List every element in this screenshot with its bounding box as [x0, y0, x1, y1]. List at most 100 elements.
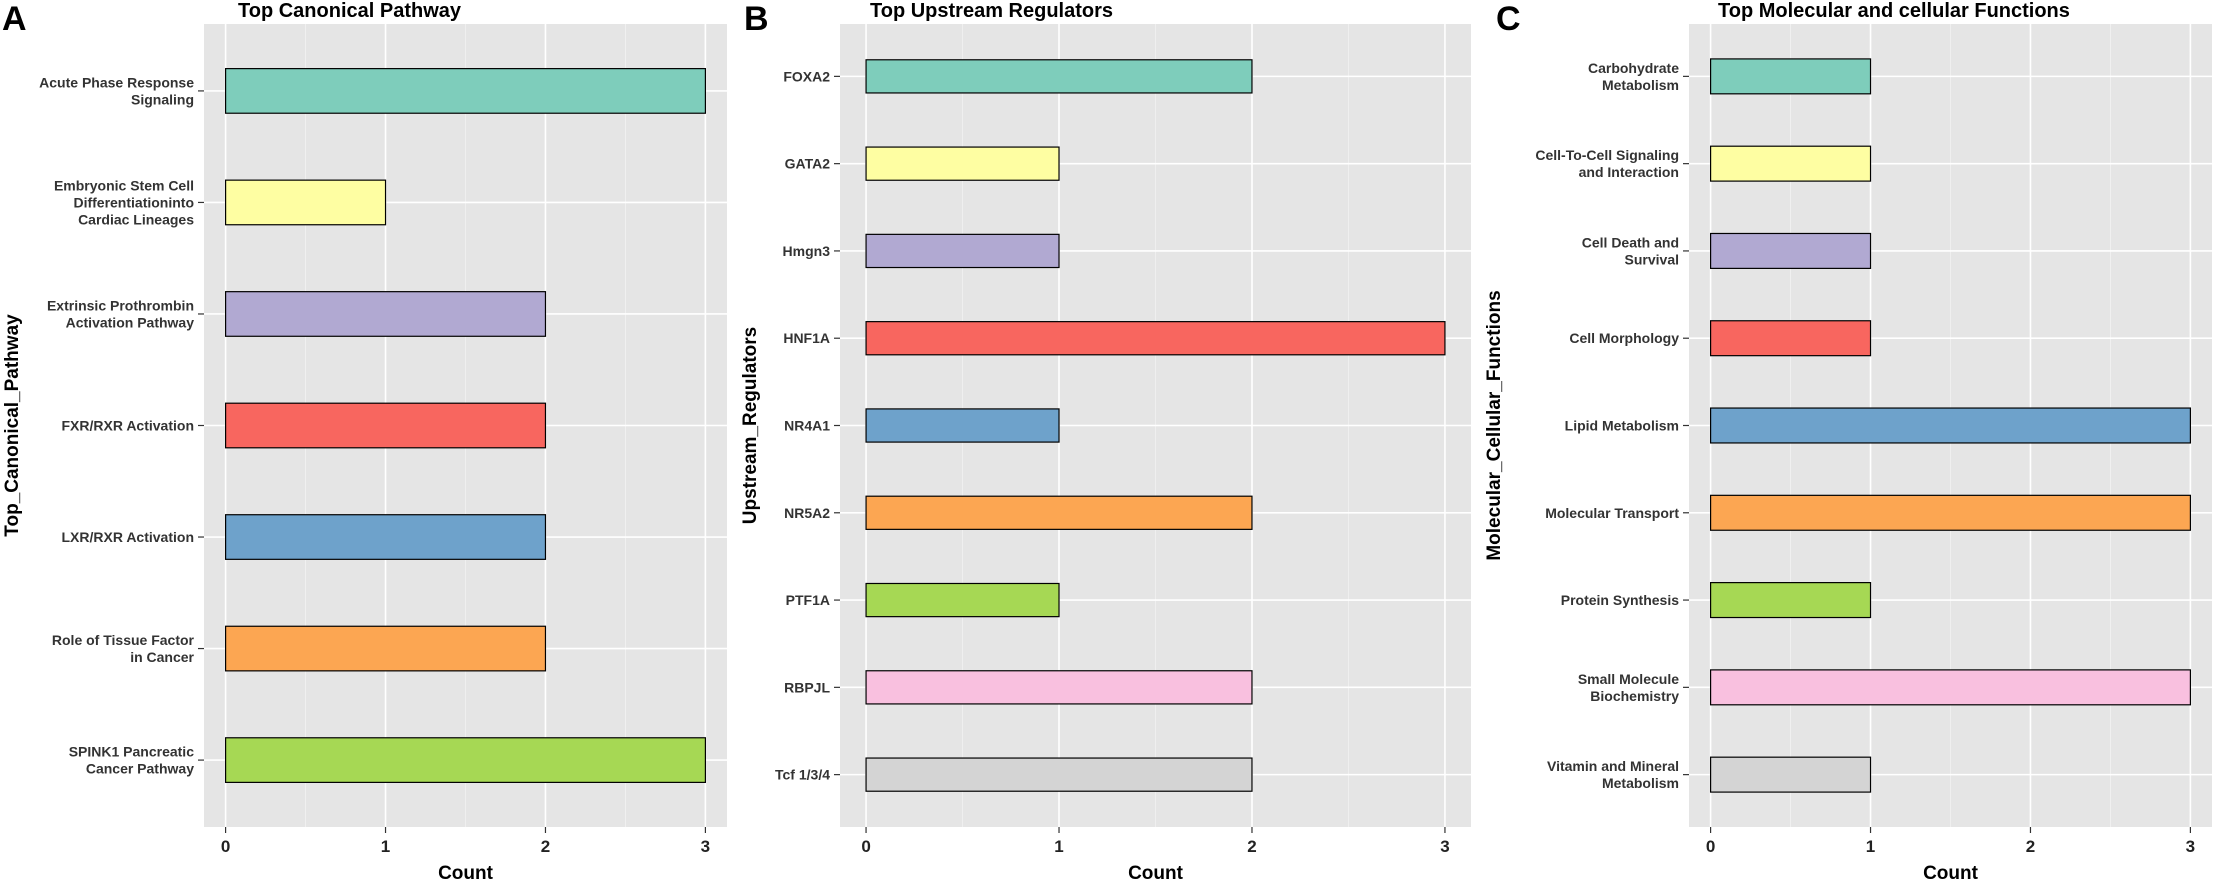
y-tick-label: Cell Morphology: [1569, 330, 1679, 346]
bar: [224, 68, 707, 114]
y-tick-label: SPINK1 Pancreatic Cancer Pathway: [69, 744, 194, 777]
bar: [1709, 407, 2192, 444]
x-tick-label: 3: [701, 837, 710, 856]
y-tick-label: LXR/RXR Activation: [62, 529, 195, 545]
y-tick-label-line: NR5A2: [784, 505, 830, 521]
chart-title: Top Upstream Regulators: [870, 0, 1113, 22]
y-tick-label: NR5A2: [784, 505, 830, 521]
x-tick-label: 2: [541, 837, 550, 856]
y-tick-label-line: in Cancer: [130, 649, 194, 665]
y-tick-label: FXR/RXR Activation: [62, 418, 195, 434]
y-tick-label-line: Differentiationinto: [73, 194, 194, 210]
y-tick-label-line: Carbohydrate: [1588, 60, 1679, 76]
y-tick-label-line: Survival: [1625, 251, 1679, 267]
y-tick-label: Vitamin and Mineral Metabolism: [1547, 758, 1679, 791]
chart-title: Top Canonical Pathway: [238, 0, 462, 22]
panel-letter: B: [744, 0, 769, 38]
bar: [224, 625, 547, 672]
y-tick-label-line: and Interaction: [1579, 164, 1679, 180]
bar: [224, 737, 707, 783]
y-tick-label-line: RBPJL: [784, 679, 830, 695]
bar: [865, 582, 1060, 618]
y-axis-title: Molecular_Cellular_Functions: [1484, 290, 1505, 560]
bar: [1709, 232, 1872, 269]
y-tick-label-line: Acute Phase Response: [39, 74, 194, 90]
bar: [865, 59, 1253, 94]
bar: [224, 402, 547, 449]
y-tick-label: Extrinsic Prothrombin Activation Pathway: [47, 297, 194, 330]
x-tick-label: 2: [2026, 837, 2035, 856]
y-tick-label: Small Molecule Biochemistry: [1578, 671, 1679, 704]
y-tick-label-line: FOXA2: [783, 68, 830, 84]
bar: [865, 757, 1253, 792]
y-tick-label-line: Small Molecule: [1578, 671, 1679, 687]
y-tick-label-line: Activation Pathway: [66, 314, 195, 330]
y-tick-label-line: Hmgn3: [783, 243, 831, 259]
y-tick-label-line: Vitamin and Mineral: [1547, 758, 1679, 774]
y-axis-title: Top_Canonical_Pathway: [2, 314, 23, 537]
y-tick-label-line: Cancer Pathway: [86, 761, 194, 777]
y-tick-label-line: Metabolism: [1602, 775, 1679, 791]
y-tick-label: GATA2: [785, 156, 831, 172]
y-tick-label-line: NR4A1: [784, 418, 830, 434]
bar: [1709, 669, 2192, 706]
x-tick-label: 3: [2186, 837, 2195, 856]
x-tick-label: 3: [1440, 837, 1449, 856]
y-tick-label-line: PTF1A: [786, 592, 830, 608]
y-tick-label-line: Cell Death and: [1582, 234, 1679, 250]
bar: [1709, 756, 1872, 793]
bar: [1709, 320, 1872, 357]
y-tick-label: NR4A1: [784, 418, 830, 434]
bar: [865, 321, 1446, 356]
y-tick-label-line: Biochemistry: [1590, 688, 1679, 704]
x-axis-title: Count: [438, 863, 494, 884]
y-axis-title: Upstream_Regulators: [740, 327, 761, 524]
bar: [865, 408, 1060, 443]
y-tick-label-line: Embryonic Stem Cell: [54, 177, 194, 193]
y-tick-label-line: Molecular Transport: [1545, 505, 1679, 521]
y-tick-label: Role of Tissue Factor in Cancer: [52, 632, 195, 665]
y-tick-label-line: Role of Tissue Factor: [52, 632, 195, 648]
y-tick-label: PTF1A: [786, 592, 830, 608]
x-tick-label: 0: [861, 837, 870, 856]
y-tick-label-line: HNF1A: [783, 330, 830, 346]
y-tick-label-line: LXR/RXR Activation: [62, 529, 195, 545]
x-tick-label: 0: [1706, 837, 1715, 856]
x-axis-title: Count: [1923, 863, 1979, 884]
x-tick-label: 1: [1054, 837, 1063, 856]
y-tick-label-line: Metabolism: [1602, 77, 1679, 93]
bar: [865, 233, 1060, 269]
bar: [224, 179, 387, 226]
y-tick-label: Lipid Metabolism: [1565, 418, 1679, 434]
y-tick-label: Embryonic Stem Cell Differentiationinto Ca…: [54, 177, 194, 227]
panel-letter: C: [1496, 0, 1521, 38]
y-tick-label: Acute Phase Response Signaling: [39, 74, 194, 107]
x-tick-label: 2: [1247, 837, 1256, 856]
chart-panel-a: SPINK1 Pancreatic Cancer Pathway Role of T…: [2, 0, 727, 884]
y-tick-label: RBPJL: [784, 679, 830, 695]
y-tick-label: Protein Synthesis: [1561, 592, 1679, 608]
chart-title: Top Molecular and cellular Functions: [1718, 0, 2070, 22]
y-tick-label: Carbohydrate Metabolism: [1588, 60, 1679, 93]
y-tick-label: FOXA2: [783, 68, 830, 84]
panel-letter: A: [2, 0, 27, 38]
y-tick-label: Molecular Transport: [1545, 505, 1679, 521]
y-tick-label-line: Signaling: [131, 91, 194, 107]
y-tick-label-line: Protein Synthesis: [1561, 592, 1679, 608]
x-tick-label: 1: [1866, 837, 1875, 856]
bar: [224, 514, 547, 560]
bar: [865, 495, 1253, 530]
x-tick-label: 0: [221, 837, 230, 856]
y-tick-label-line: Extrinsic Prothrombin: [47, 297, 194, 313]
y-tick-label: Cell Death and Survival: [1582, 234, 1679, 267]
y-tick-label: HNF1A: [783, 330, 830, 346]
bar: [1709, 582, 1872, 619]
bar: [865, 146, 1060, 181]
y-tick-label-line: GATA2: [785, 156, 831, 172]
y-tick-label-line: Lipid Metabolism: [1565, 418, 1679, 434]
y-tick-label-line: SPINK1 Pancreatic: [69, 744, 194, 760]
bar: [1709, 145, 1872, 182]
y-tick-label: Cell-To-Cell Signaling and Interaction: [1535, 147, 1679, 180]
bar: [224, 291, 547, 337]
